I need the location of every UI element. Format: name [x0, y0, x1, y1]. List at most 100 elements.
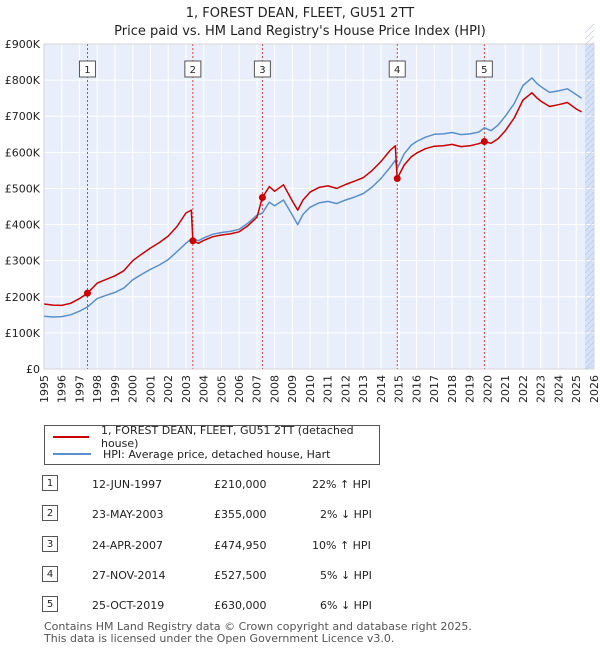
forecast-hatch — [584, 227, 595, 238]
sale-price: £474,950 — [214, 539, 267, 552]
y-tick-label: £300K — [5, 255, 41, 268]
forecast-hatch — [584, 83, 595, 94]
x-tick-label: 2020 — [481, 375, 494, 403]
sale-label-box — [388, 60, 406, 78]
forecast-hatch — [584, 53, 595, 64]
forecast-hatch — [584, 329, 595, 340]
x-tick-label: 2004 — [198, 375, 211, 403]
forecast-hatch — [584, 281, 595, 292]
forecast-hatch — [584, 263, 595, 274]
sale-row-4: 4 27-NOV-2014 £527,500 5% ↓ HPI — [42, 566, 382, 586]
sale-point — [258, 193, 266, 201]
forecast-hatch — [584, 299, 595, 310]
x-tick-label: 2007 — [251, 375, 264, 403]
legend-label-hpi: HPI: Average price, detached house, Hart — [103, 447, 331, 461]
legend: 1, FOREST DEAN, FLEET, GU51 2TT (detache… — [44, 424, 380, 465]
sale-hpi-diff: 22% ↑ HPI — [312, 478, 371, 491]
forecast-hatch — [584, 167, 595, 178]
sale-row-5: 5 25-OCT-2019 £630,000 6% ↓ HPI — [42, 596, 382, 616]
forecast-hatch — [584, 341, 595, 352]
forecast-hatch — [584, 221, 595, 232]
forecast-hatch — [584, 173, 595, 184]
x-tick-label: 2021 — [499, 375, 512, 403]
forecast-hatch — [584, 269, 595, 280]
forecast-hatch — [584, 149, 595, 160]
forecast-hatch — [584, 137, 595, 148]
forecast-hatch — [584, 239, 595, 250]
forecast-hatch — [584, 233, 595, 244]
sale-point — [480, 138, 488, 145]
sale-label-box — [78, 60, 96, 78]
forecast-hatch — [584, 143, 595, 154]
forecast-hatch — [584, 323, 595, 334]
y-tick-label: £500K — [5, 182, 41, 195]
forecast-hatch — [584, 125, 595, 136]
forecast-hatch — [584, 131, 595, 142]
forecast-hatch — [584, 59, 595, 70]
sale-point — [83, 289, 91, 297]
y-tick-label: £600K — [5, 146, 41, 159]
x-tick-label: 2023 — [535, 375, 548, 403]
x-tick-label: 2011 — [322, 375, 335, 403]
forecast-hatch — [584, 47, 595, 58]
forecast-hatch — [584, 161, 595, 172]
forecast-hatch — [584, 287, 595, 298]
forecast-hatch — [584, 119, 595, 130]
y-tick-label: £0 — [26, 363, 40, 376]
forecast-hatch — [584, 317, 595, 328]
x-tick-label: 1997 — [73, 375, 86, 403]
forecast-hatch — [584, 359, 595, 370]
forecast-hatch — [584, 29, 595, 40]
forecast-hatch — [584, 257, 595, 268]
sale-price: £210,000 — [214, 478, 267, 491]
sale-point — [393, 175, 401, 183]
forecast-hatch — [584, 113, 595, 124]
sale-label-text: 4 — [394, 65, 400, 76]
chart-subtitle: Price paid vs. HM Land Registry's House … — [114, 24, 486, 39]
plot-frame — [43, 43, 595, 370]
forecast-hatch — [584, 311, 595, 322]
x-tick-label: 2008 — [268, 375, 281, 403]
forecast-hatch — [584, 41, 595, 52]
forecast-hatch — [584, 65, 595, 76]
forecast-hatch — [584, 347, 595, 358]
footer-copyright: Contains HM Land Registry data © Crown c… — [44, 620, 472, 633]
property-price-line — [43, 92, 582, 307]
x-tick-label: 2026 — [588, 375, 600, 403]
sale-label-text: 5 — [481, 65, 487, 76]
sale-row-1: 1 12-JUN-1997 £210,000 22% ↑ HPI — [42, 475, 382, 495]
forecast-hatch — [584, 101, 595, 112]
forecast-hatch — [584, 95, 595, 106]
forecast-hatch — [584, 185, 595, 196]
sale-label-box — [475, 60, 493, 78]
sale-price: £630,000 — [214, 599, 267, 612]
sale-price: £355,000 — [214, 508, 267, 521]
x-tick-label: 2016 — [410, 375, 423, 403]
sale-hpi-diff: 2% ↓ HPI — [320, 508, 372, 521]
sale-date: 23-MAY-2003 — [92, 508, 164, 521]
forecast-hatch — [584, 305, 595, 316]
x-tick-label: 1996 — [56, 375, 69, 403]
forecast-hatch — [584, 209, 595, 220]
forecast-hatch — [585, 365, 595, 370]
forecast-hatch — [584, 335, 595, 346]
x-tick-label: 1999 — [109, 375, 122, 403]
forecast-hatch — [584, 215, 595, 226]
x-tick-label: 2017 — [428, 375, 441, 403]
x-tick-label: 2019 — [464, 375, 477, 403]
forecast-hatch — [584, 35, 595, 46]
sale-label-box — [184, 60, 202, 78]
sale-label-box — [253, 60, 271, 78]
x-tick-label: 2022 — [517, 375, 530, 403]
sale-date: 25-OCT-2019 — [92, 599, 165, 612]
forecast-hatch — [584, 275, 595, 286]
forecast-hatch — [584, 203, 595, 214]
x-tick-label: 2001 — [144, 375, 157, 403]
legend-swatch-hpi — [53, 453, 91, 455]
x-tick-label: 2000 — [127, 375, 140, 403]
x-tick-label: 2003 — [180, 375, 193, 403]
forecast-hatch — [584, 23, 595, 34]
x-tick-label: 2010 — [304, 375, 317, 403]
sale-label-text: 1 — [84, 65, 90, 76]
hpi-line — [43, 77, 583, 318]
